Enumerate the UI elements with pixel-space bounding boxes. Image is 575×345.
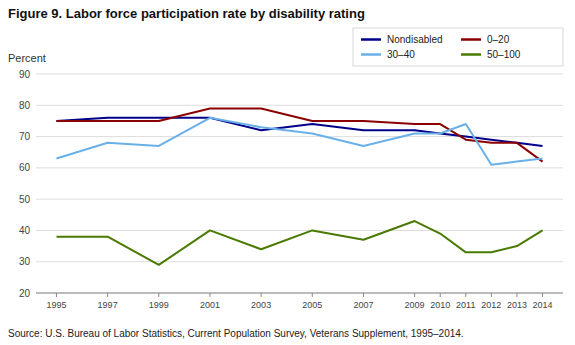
y-tick-label: 40 — [19, 225, 31, 236]
x-tick — [516, 293, 517, 297]
x-tick — [107, 293, 108, 297]
x-tick-label: 1995 — [46, 300, 66, 310]
x-tick — [491, 293, 492, 297]
series-line — [56, 108, 542, 161]
grid-line — [36, 230, 563, 231]
legend-label: Nondisabled — [387, 34, 443, 45]
legend-swatch — [461, 53, 481, 56]
series-line — [56, 118, 542, 165]
source: Source: U.S. Bureau of Labor Statistics,… — [8, 328, 464, 339]
x-tick-label: 2012 — [481, 300, 501, 310]
series-line — [56, 221, 542, 265]
chart: Figure 9. Labor force participation rate… — [0, 0, 575, 345]
x-tick — [542, 293, 543, 297]
grid-line — [36, 74, 563, 75]
y-tick-label: 30 — [19, 256, 31, 267]
x-tick-label: 2007 — [353, 300, 373, 310]
x-tick-label: 2001 — [200, 300, 220, 310]
grid-line — [36, 167, 563, 168]
legend-swatch — [361, 53, 381, 56]
x-tick — [414, 293, 415, 297]
grid-line — [36, 105, 563, 106]
y-tick-label: 20 — [19, 288, 31, 299]
x-tick-label: 2010 — [430, 300, 450, 310]
x-tick-label: 2014 — [533, 300, 553, 310]
x-tick-label: 1997 — [98, 300, 118, 310]
grid-line — [36, 136, 563, 137]
x-tick — [312, 293, 313, 297]
y-tick-label: 60 — [19, 162, 31, 173]
y-axis-label: Percent — [8, 52, 46, 64]
legend: Nondisabled 0–20 30–40 50–100 — [353, 28, 563, 66]
legend-frame — [353, 28, 563, 66]
x-tick-label: 2009 — [405, 300, 425, 310]
y-tick-label: 50 — [19, 194, 31, 205]
x-tick — [465, 293, 466, 297]
series-group — [56, 108, 542, 264]
x-tick — [56, 293, 57, 297]
background — [0, 0, 575, 345]
y-tick-label: 80 — [19, 100, 31, 111]
title: Figure 9. Labor force participation rate… — [8, 6, 365, 21]
x-tick — [209, 293, 210, 297]
grid — [36, 74, 563, 293]
y-tick-label: 90 — [19, 69, 31, 80]
x-tick-label: 2005 — [302, 300, 322, 310]
x-tick — [363, 293, 364, 297]
x-axis-line — [36, 293, 563, 294]
x-tick-label: 2003 — [251, 300, 271, 310]
y-tick-label: 70 — [19, 131, 31, 142]
grid-line — [36, 293, 563, 294]
legend-label: 30–40 — [387, 49, 415, 60]
legend-swatch — [461, 38, 481, 41]
legend-label: 50–100 — [487, 49, 521, 60]
grid-line — [36, 199, 563, 200]
x-tick-label: 2013 — [507, 300, 527, 310]
legend-label: 0–20 — [487, 34, 510, 45]
x-tick-label: 1999 — [149, 300, 169, 310]
legend-swatch — [361, 38, 381, 41]
grid-line — [36, 261, 563, 262]
x-tick — [440, 293, 441, 297]
x-tick — [158, 293, 159, 297]
x-tick-label: 2011 — [456, 300, 475, 310]
x-tick — [261, 293, 262, 297]
